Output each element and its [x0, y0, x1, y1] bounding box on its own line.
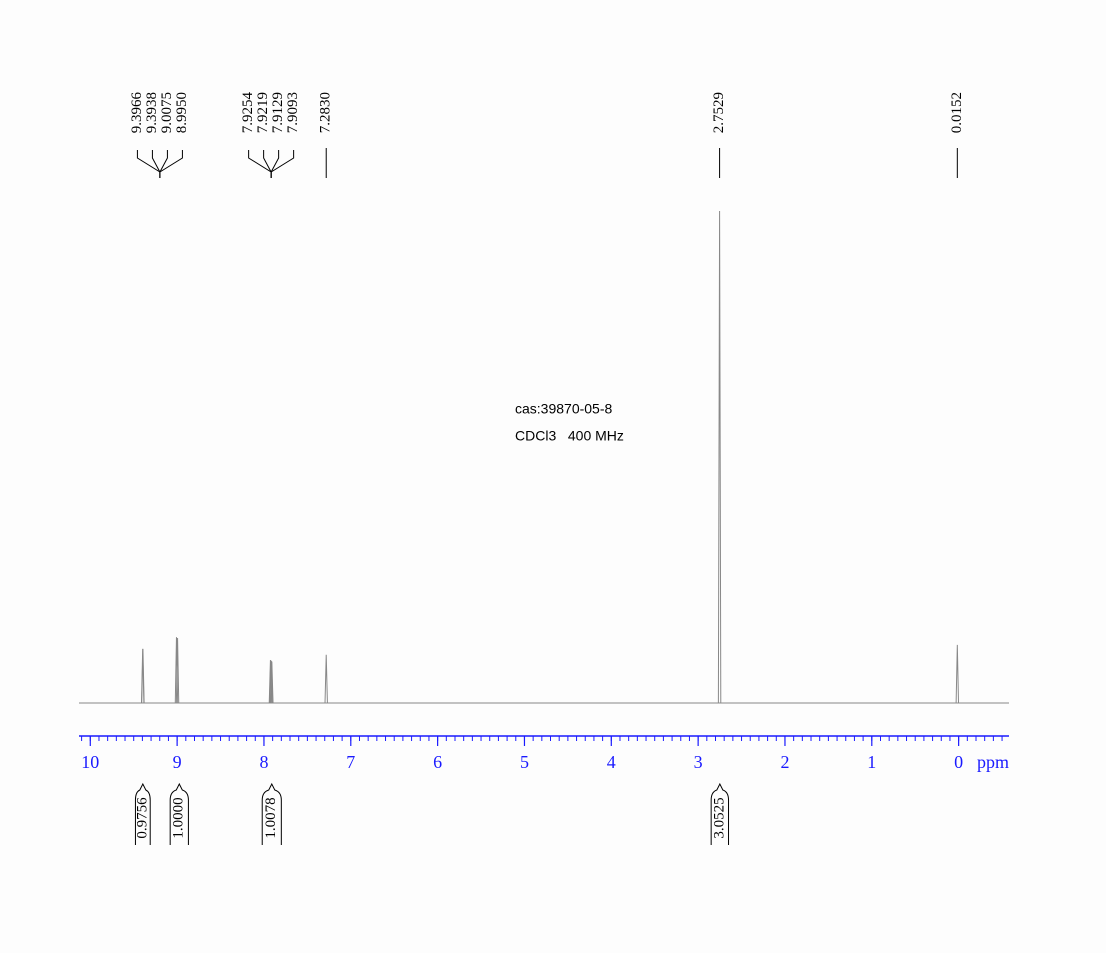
- integral-label: 1.0000: [171, 797, 187, 838]
- peak-label-line: [159, 150, 168, 178]
- x-tick-label: 4: [607, 752, 616, 772]
- x-tick-label: 8: [259, 752, 268, 772]
- peak-label: 8.9950: [174, 92, 190, 133]
- peak-label-line: [270, 150, 295, 178]
- peak-label: 7.9129: [270, 92, 286, 133]
- peak: [717, 210, 722, 704]
- x-tick-label: 7: [346, 752, 355, 772]
- integral-bracket: [710, 782, 730, 845]
- x-tick-label: 3: [694, 752, 703, 772]
- peak-label-line: [248, 150, 272, 178]
- peak-label: 7.9254: [240, 92, 256, 134]
- annotation: cas:39870-05-8: [515, 401, 613, 417]
- peak-label-line: [159, 150, 183, 178]
- peak-label: 9.0075: [159, 92, 175, 133]
- annotation: CDCl3 400 MHz: [515, 428, 624, 444]
- peak-label: 0.0152: [949, 92, 965, 133]
- peak-label: 7.9219: [255, 92, 271, 133]
- integral-bracket: [169, 782, 189, 845]
- integral-label: 0.9756: [134, 797, 150, 839]
- peak-label: 9.3966: [129, 92, 145, 134]
- peak-label-line: [270, 150, 280, 178]
- x-tick-label: 9: [173, 752, 182, 772]
- peak-label: 9.3938: [144, 92, 160, 133]
- integral-bracket: [134, 782, 151, 845]
- peak-label-line: [151, 150, 161, 178]
- integral-bracket: [261, 782, 282, 845]
- peak-label: 7.2830: [318, 92, 334, 133]
- peak: [174, 637, 179, 704]
- x-tick-label: 1: [867, 752, 876, 772]
- peak: [141, 648, 145, 704]
- peak: [955, 644, 960, 704]
- peak-label: 2.7529: [711, 92, 727, 133]
- peak-label: 7.9093: [285, 92, 301, 133]
- x-tick-label: 10: [81, 752, 99, 772]
- peak-label-line: [136, 150, 161, 178]
- peak: [270, 661, 274, 704]
- x-tick-label: 0: [954, 752, 963, 772]
- peak-label-line: [263, 150, 272, 178]
- x-tick-label: 6: [433, 752, 442, 772]
- x-tick-label: 5: [520, 752, 529, 772]
- peak: [324, 654, 328, 704]
- peak: [175, 638, 180, 704]
- x-tick-label: 2: [780, 752, 789, 772]
- x-axis-label: ppm: [977, 752, 1009, 772]
- integral-label: 3.0525: [711, 797, 727, 838]
- integral-label: 1.0078: [263, 797, 279, 838]
